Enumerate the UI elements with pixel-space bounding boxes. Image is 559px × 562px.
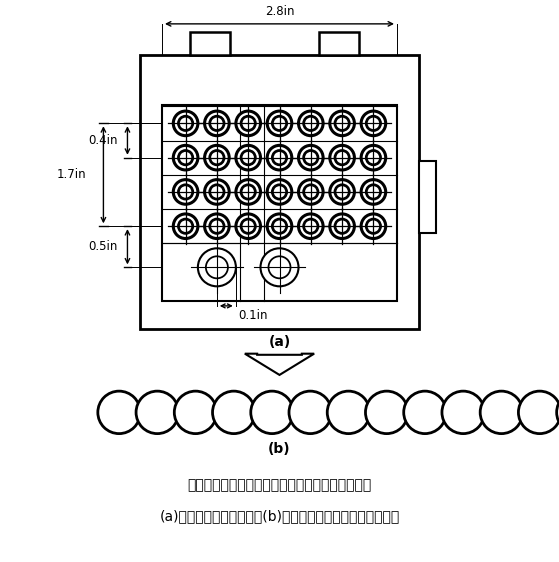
Text: 0.4in: 0.4in (88, 134, 117, 147)
Circle shape (299, 146, 323, 170)
Circle shape (366, 219, 381, 233)
Circle shape (304, 151, 318, 165)
Polygon shape (245, 353, 314, 375)
Circle shape (236, 180, 260, 204)
Circle shape (299, 214, 323, 238)
Circle shape (366, 185, 381, 199)
Circle shape (335, 185, 349, 199)
Circle shape (173, 146, 198, 170)
Circle shape (327, 391, 369, 434)
Circle shape (366, 116, 381, 130)
Text: (a): (a) (268, 336, 291, 350)
Circle shape (241, 185, 255, 199)
Circle shape (335, 151, 349, 165)
Circle shape (212, 391, 255, 434)
Circle shape (236, 146, 260, 170)
Circle shape (299, 111, 323, 135)
Circle shape (260, 248, 299, 286)
Bar (190, 32, 230, 55)
Circle shape (210, 116, 224, 130)
Circle shape (299, 180, 323, 204)
Circle shape (178, 116, 193, 130)
Circle shape (205, 146, 229, 170)
Text: 2.8in: 2.8in (265, 5, 294, 19)
Circle shape (178, 185, 193, 199)
Circle shape (136, 391, 178, 434)
Circle shape (267, 146, 292, 170)
Circle shape (173, 214, 198, 238)
Circle shape (557, 391, 559, 434)
Circle shape (330, 111, 354, 135)
Circle shape (205, 180, 229, 204)
Circle shape (205, 111, 229, 135)
Circle shape (289, 391, 331, 434)
Circle shape (330, 180, 354, 204)
Circle shape (361, 180, 386, 204)
Circle shape (236, 214, 260, 238)
Circle shape (366, 391, 408, 434)
Text: 0.5in: 0.5in (88, 241, 117, 253)
Circle shape (404, 391, 446, 434)
Circle shape (272, 116, 287, 130)
Circle shape (361, 111, 386, 135)
Circle shape (178, 219, 193, 233)
Text: 1.7in: 1.7in (57, 168, 87, 182)
Circle shape (198, 248, 236, 286)
Circle shape (304, 185, 318, 199)
Bar (419, 161, 436, 233)
Circle shape (210, 219, 224, 233)
Bar (140, 55, 419, 329)
Circle shape (330, 146, 354, 170)
Circle shape (361, 146, 386, 170)
Circle shape (272, 151, 287, 165)
Circle shape (330, 214, 354, 238)
Circle shape (272, 219, 287, 233)
Text: (a)极板及鈕扣电极排列；(b)深度移位后鈕扣电极的重叠状况: (a)极板及鈕扣电极排列；(b)深度移位后鈕扣电极的重叠状况 (159, 509, 400, 523)
Circle shape (173, 111, 198, 135)
Circle shape (267, 111, 292, 135)
Circle shape (480, 391, 523, 434)
Circle shape (304, 116, 318, 130)
Circle shape (210, 151, 224, 165)
Bar (319, 32, 359, 55)
Circle shape (251, 391, 293, 434)
Circle shape (335, 219, 349, 233)
Circle shape (178, 151, 193, 165)
Circle shape (241, 219, 255, 233)
Bar (162, 105, 397, 301)
Text: 地层为电阴率扫描成像测井仪极板及鈕扣电极排列: 地层为电阴率扫描成像测井仪极板及鈕扣电极排列 (187, 478, 372, 492)
Circle shape (442, 391, 485, 434)
Text: 0.1in: 0.1in (239, 309, 268, 321)
Circle shape (205, 214, 229, 238)
Circle shape (272, 185, 287, 199)
Circle shape (173, 180, 198, 204)
Circle shape (361, 214, 386, 238)
Circle shape (210, 185, 224, 199)
Circle shape (335, 116, 349, 130)
Circle shape (267, 214, 292, 238)
Circle shape (241, 151, 255, 165)
Circle shape (174, 391, 217, 434)
Circle shape (304, 219, 318, 233)
Circle shape (518, 391, 559, 434)
Circle shape (206, 256, 228, 278)
Circle shape (236, 111, 260, 135)
Circle shape (366, 151, 381, 165)
Circle shape (241, 116, 255, 130)
Text: (b): (b) (268, 442, 291, 456)
Circle shape (98, 391, 140, 434)
Circle shape (268, 256, 291, 278)
Circle shape (267, 180, 292, 204)
